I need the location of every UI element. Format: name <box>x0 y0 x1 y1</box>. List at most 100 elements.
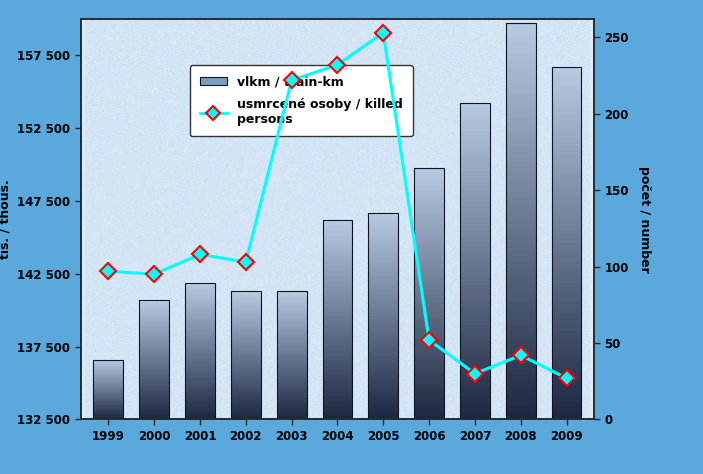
Bar <box>414 391 444 394</box>
Bar <box>93 394 123 395</box>
Bar <box>231 381 261 383</box>
Bar <box>185 293 215 294</box>
Bar <box>552 98 581 102</box>
Bar <box>368 332 398 334</box>
Bar <box>277 384 307 386</box>
Bar <box>460 234 490 238</box>
Bar <box>323 230 352 232</box>
Bar <box>368 375 398 378</box>
Bar <box>185 296 215 298</box>
Bar <box>552 146 581 151</box>
Bar <box>139 330 169 331</box>
Bar <box>323 292 352 295</box>
Bar <box>277 333 307 335</box>
Bar <box>277 349 307 351</box>
Bar <box>552 120 581 124</box>
Bar <box>506 167 536 172</box>
Bar <box>552 239 581 243</box>
Bar <box>185 286 215 288</box>
Bar <box>93 380 123 381</box>
Bar <box>93 386 123 387</box>
Bar <box>139 382 169 383</box>
Bar <box>323 312 352 315</box>
Bar <box>506 23 536 419</box>
Bar <box>368 373 398 375</box>
Bar <box>139 331 169 333</box>
Bar <box>460 222 490 226</box>
Bar <box>552 160 581 164</box>
Bar <box>323 277 352 280</box>
Bar <box>139 327 169 328</box>
Bar <box>185 305 215 307</box>
Bar <box>506 28 536 33</box>
Bar <box>506 58 536 63</box>
Bar <box>552 212 581 217</box>
Bar <box>277 351 307 352</box>
Bar <box>552 124 581 129</box>
Bar <box>368 228 398 231</box>
Bar <box>460 411 490 416</box>
Bar <box>460 230 490 234</box>
Bar <box>368 270 398 272</box>
Bar <box>277 346 307 347</box>
Bar <box>368 316 398 319</box>
Bar <box>139 304 169 306</box>
Bar <box>277 314 307 315</box>
Bar <box>277 364 307 365</box>
Bar <box>231 366 261 368</box>
Bar <box>277 306 307 307</box>
Bar <box>93 408 123 409</box>
Bar <box>93 396 123 397</box>
Bar <box>277 370 307 372</box>
Bar <box>460 328 490 333</box>
Bar <box>368 231 398 233</box>
Bar <box>277 362 307 364</box>
Bar <box>139 306 169 308</box>
Bar <box>323 287 352 290</box>
Bar <box>368 233 398 236</box>
Bar <box>93 393 123 394</box>
Bar <box>139 300 169 301</box>
Bar <box>368 295 398 298</box>
Bar <box>414 211 444 215</box>
Bar <box>460 155 490 159</box>
Bar <box>506 211 536 217</box>
Bar <box>414 353 444 356</box>
Bar <box>414 331 444 335</box>
Bar <box>368 249 398 251</box>
Bar <box>185 349 215 351</box>
Bar <box>139 381 169 382</box>
Bar <box>277 372 307 373</box>
Bar <box>414 281 444 284</box>
Bar <box>323 270 352 273</box>
Bar <box>368 213 398 419</box>
Bar <box>185 365 215 366</box>
Bar <box>506 310 536 316</box>
Bar <box>552 151 581 155</box>
Bar <box>185 351 215 353</box>
Bar <box>185 344 215 346</box>
Bar <box>552 410 581 415</box>
Bar <box>93 379 123 380</box>
Bar <box>552 283 581 287</box>
Bar <box>368 321 398 324</box>
Bar <box>552 199 581 204</box>
Bar <box>139 415 169 417</box>
Bar <box>185 406 215 408</box>
Bar <box>552 384 581 389</box>
Bar <box>139 366 169 367</box>
Bar <box>460 103 490 108</box>
Bar <box>552 67 581 419</box>
Bar <box>414 300 444 303</box>
Bar <box>93 413 123 414</box>
Bar <box>368 256 398 259</box>
Bar <box>93 367 123 368</box>
Bar <box>231 387 261 389</box>
Bar <box>552 164 581 168</box>
Bar <box>323 280 352 283</box>
Bar <box>323 362 352 365</box>
Bar <box>231 347 261 349</box>
Bar <box>139 376 169 378</box>
Bar <box>323 400 352 402</box>
Bar <box>139 360 169 361</box>
